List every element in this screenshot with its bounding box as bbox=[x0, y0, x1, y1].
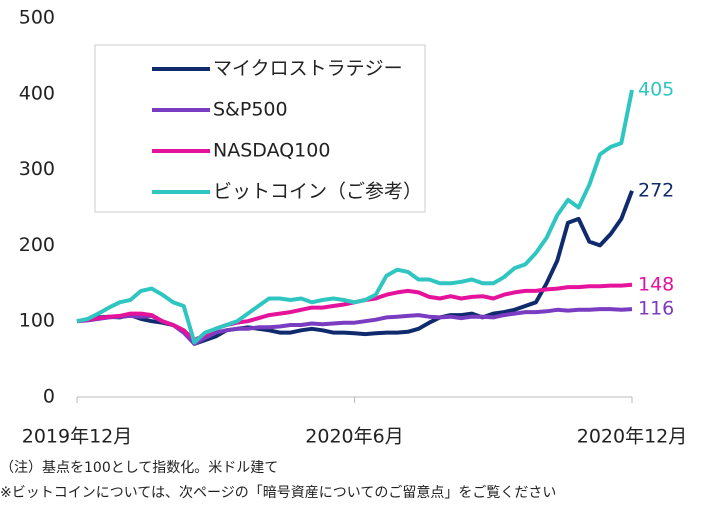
legend-label: ビットコイン（ご参考） bbox=[213, 181, 422, 203]
note: （注）基点を100として指数化。米ドル建て bbox=[0, 459, 278, 476]
end-label: 116 bbox=[638, 298, 674, 320]
y-tick-label: 400 bbox=[19, 82, 55, 104]
y-tick-label: 500 bbox=[19, 7, 55, 29]
y-tick-label: 200 bbox=[19, 234, 55, 256]
legend-label: マイクロストラテジー bbox=[213, 58, 403, 80]
y-tick-label: 100 bbox=[19, 310, 55, 332]
series-line bbox=[76, 89, 634, 345]
y-tick-label: 300 bbox=[19, 158, 55, 180]
legend-label: NASDAQ100 bbox=[213, 140, 330, 162]
x-tick-label: 2019年12月 bbox=[22, 426, 133, 448]
legend-label: S&P500 bbox=[213, 99, 288, 121]
end-label: 148 bbox=[638, 273, 674, 295]
legend-box bbox=[94, 44, 426, 213]
x-tick-label: 2020年12月 bbox=[577, 426, 688, 448]
end-label: 272 bbox=[638, 179, 674, 201]
note: ※ビットコインについては、次ページの「暗号資産についてのご留意点」をご覧ください bbox=[0, 484, 556, 501]
y-tick-label: 0 bbox=[43, 386, 55, 408]
x-tick-label: 2020年6月 bbox=[305, 426, 403, 448]
series-line bbox=[76, 307, 633, 346]
end-label: 405 bbox=[638, 79, 674, 101]
